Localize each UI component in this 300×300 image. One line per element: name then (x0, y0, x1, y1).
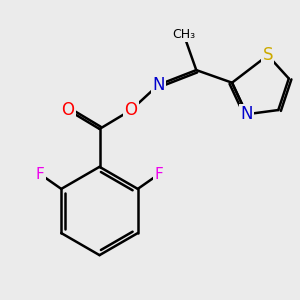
Text: CH₃: CH₃ (172, 28, 195, 41)
Text: N: N (152, 76, 165, 94)
Text: S: S (262, 46, 273, 64)
Text: N: N (241, 105, 253, 123)
Text: O: O (61, 101, 74, 119)
Text: O: O (124, 101, 138, 119)
Text: F: F (154, 167, 163, 182)
Text: F: F (36, 167, 45, 182)
